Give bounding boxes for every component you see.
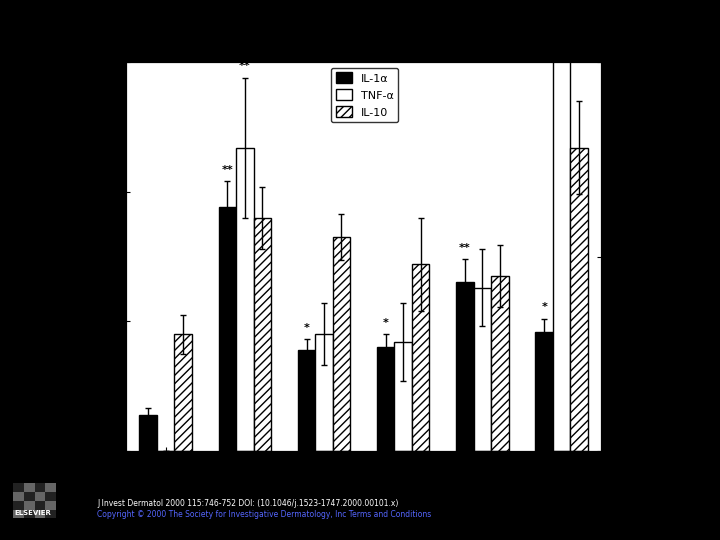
Text: ELSEVIER: ELSEVIER [14, 510, 51, 516]
Bar [377, 347, 395, 451]
Bar [553, 0, 570, 451]
Bar [456, 282, 474, 451]
Text: J Invest Dermatol 2000 115:746-752 DOI: (10.1046/j.1523-1747.2000.00101.x): J Invest Dermatol 2000 115:746-752 DOI: … [97, 500, 399, 509]
Bar [412, 264, 429, 451]
Bar [13, 510, 24, 518]
Text: Figure 1: Figure 1 [332, 14, 388, 28]
Bar [395, 342, 412, 451]
Bar [24, 483, 35, 492]
Bar [333, 237, 350, 451]
Bar [236, 147, 253, 451]
Bar [174, 334, 192, 451]
Bar [315, 334, 333, 451]
Bar [35, 492, 45, 501]
Text: *: * [541, 302, 547, 312]
Text: *: * [304, 323, 310, 333]
Bar [298, 350, 315, 451]
Legend: IL-1α, TNF-α, IL-10: IL-1α, TNF-α, IL-10 [331, 68, 398, 122]
Bar [13, 492, 24, 501]
Text: *: * [383, 318, 389, 328]
Bar [35, 510, 45, 518]
Text: Copyright © 2000 The Society for Investigative Dermatology, Inc Terms and Condit: Copyright © 2000 The Society for Investi… [97, 510, 431, 519]
Text: **: ** [459, 242, 471, 253]
Bar [140, 415, 157, 451]
Y-axis label: TNF-α, IL-10(pg/ml): TNF-α, IL-10(pg/ml) [636, 202, 647, 310]
Bar [570, 147, 588, 451]
Bar [45, 483, 56, 492]
Bar [253, 218, 271, 451]
Text: **: ** [222, 165, 233, 175]
Bar [219, 207, 236, 451]
Bar [491, 276, 508, 451]
Bar [45, 501, 56, 510]
Bar [24, 501, 35, 510]
Text: **: ** [239, 61, 251, 71]
Bar [536, 332, 553, 451]
Bar [474, 288, 491, 451]
Y-axis label: IL-1 α (pg/ml): IL-1 α (pg/ml) [84, 219, 94, 294]
